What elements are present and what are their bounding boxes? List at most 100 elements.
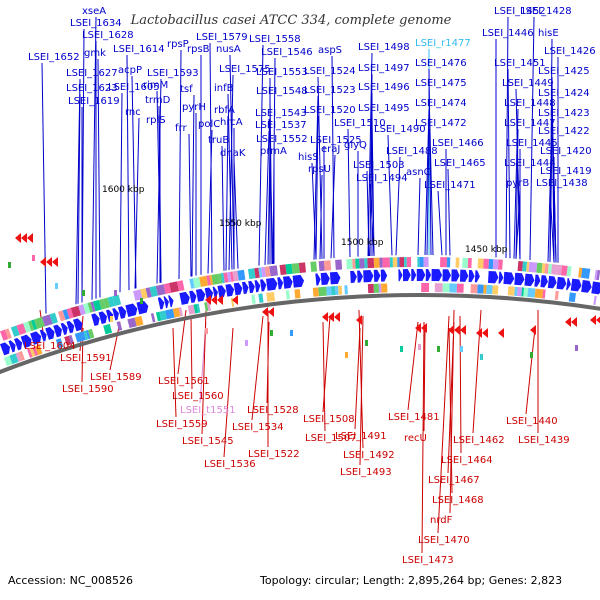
cog-color-block — [247, 268, 256, 280]
forward-leader-line — [505, 16, 509, 259]
feature-marker — [55, 283, 58, 289]
forward-gene-arrow — [14, 337, 23, 351]
forward-gene-label: LSEI_1472 — [415, 118, 467, 129]
forward-gene-arrow — [380, 269, 388, 282]
cog-color-block — [49, 312, 58, 324]
cog-color-block — [199, 275, 209, 287]
reverse-gene-arrow — [460, 325, 466, 335]
cog-color-block — [404, 257, 407, 268]
forward-leader-line — [331, 55, 335, 259]
forward-gene-label: LSEI_1495 — [358, 103, 410, 114]
cog-color-block — [32, 346, 39, 356]
forward-gene-label: LSEI_1452 — [494, 6, 546, 17]
forward-gene-arrow — [266, 277, 278, 291]
cog-color-block — [172, 307, 181, 318]
forward-gene-label: LSEI_1471 — [424, 180, 476, 191]
cog-color-block — [206, 301, 211, 311]
reverse-gene-label: LSEI_1591 — [60, 353, 112, 364]
reverse-leader-line — [421, 321, 425, 554]
forward-gene-label: LSEI_1497 — [358, 63, 410, 74]
forward-gene-label: LSEI_1426 — [544, 46, 596, 57]
cog-color-block — [355, 258, 360, 269]
forward-gene-label: gmk — [84, 48, 106, 59]
label-leader-lines — [39, 16, 559, 554]
forward-gene-label: LSEI_1488 — [386, 146, 438, 157]
forward-leader-line — [426, 128, 430, 256]
forward-gene-label: pyrB — [506, 178, 529, 189]
reverse-leader-line — [449, 309, 455, 514]
cog-color-block — [554, 290, 559, 301]
reverse-gene-label: LSEI_1439 — [518, 435, 570, 446]
forward-gene-label: LSEI_1419 — [540, 166, 592, 177]
cog-color-block — [527, 287, 536, 298]
cog-color-block — [159, 310, 168, 321]
forward-gene-label: LSEI_1498 — [358, 42, 410, 53]
cog-color-block — [112, 294, 122, 307]
forward-gene-label: LSEI_1627 — [66, 68, 118, 79]
cog-color-block — [421, 283, 430, 293]
cog-color-block — [382, 257, 391, 268]
forward-leader-line — [228, 74, 234, 270]
forward-leader-line — [367, 52, 373, 257]
forward-gene-label: rnc — [125, 107, 141, 118]
reverse-leader-line — [525, 327, 536, 415]
cog-color-block — [521, 287, 525, 297]
reverse-gene-label: LSEI_1491 — [335, 431, 387, 442]
forward-gene-arrow — [39, 329, 47, 342]
forward-leader-line — [268, 118, 274, 264]
forward-gene-arrow — [451, 269, 460, 282]
forward-leader-line — [156, 78, 162, 284]
forward-gene-label: LSEI_1575 — [219, 64, 271, 75]
cog-color-block — [163, 283, 172, 294]
forward-gene-arrow — [566, 278, 571, 291]
cog-color-block — [381, 283, 388, 293]
reverse-gene-arrow — [448, 325, 454, 335]
reverse-gene-arrow — [482, 328, 488, 338]
forward-gene-label: LSEI_1614 — [113, 44, 165, 55]
forward-leader-line — [395, 156, 401, 256]
forward-leader-line — [447, 168, 451, 256]
forward-gene-label: LSEI_1448 — [504, 98, 556, 109]
forward-gene-arrow — [431, 269, 443, 282]
topology-text: Topology: circular; Length: 2,895,264 bp… — [259, 574, 562, 587]
feature-marker — [460, 346, 463, 352]
cog-color-block — [193, 304, 199, 314]
feature-marker — [437, 346, 440, 352]
forward-gene-arrow — [260, 279, 267, 292]
feature-marker — [110, 316, 113, 322]
forward-gene-label: LSEI_1445 — [506, 138, 558, 149]
forward-leader-line — [529, 16, 535, 260]
cog-color-block — [74, 332, 84, 343]
cog-color-block — [169, 281, 179, 293]
forward-leader-line — [131, 75, 137, 289]
forward-gene-label: LSEI_1593 — [147, 68, 199, 79]
feature-marker — [114, 290, 117, 296]
forward-leader-line — [428, 88, 434, 256]
reverse-leader-line — [251, 315, 264, 421]
feature-marker — [82, 290, 85, 296]
cog-color-block — [87, 328, 95, 339]
reverse-gene-label: LSEI_1560 — [172, 391, 224, 402]
cog-color-block — [456, 283, 464, 293]
forward-gene-arrow — [373, 269, 381, 282]
cog-color-block — [149, 285, 158, 297]
forward-gene-arrow — [136, 300, 149, 315]
cog-color-block — [196, 303, 201, 313]
cog-color-block — [127, 317, 137, 329]
tick-label: 1600 kbp — [102, 185, 145, 195]
forward-gene-arrow — [254, 280, 261, 293]
reverse-gene-arrow — [356, 315, 362, 325]
forward-gene-arrow — [45, 326, 55, 340]
forward-gene-label: dnaK — [220, 148, 246, 159]
forward-gene-arrow — [242, 281, 249, 295]
feature-marker — [270, 330, 273, 336]
cog-color-block — [352, 258, 356, 269]
forward-gene-arrow — [581, 279, 592, 293]
forward-leader-line — [317, 76, 323, 259]
cog-color-block — [29, 347, 36, 357]
cog-color-block — [547, 263, 553, 275]
forward-gene-label: LSEI_1476 — [415, 58, 467, 69]
forward-gene-label: hisS — [298, 152, 319, 163]
forward-gene-label: LSEI_1634 — [70, 18, 122, 29]
reverse-gene-label: LSEI_1589 — [90, 372, 142, 383]
